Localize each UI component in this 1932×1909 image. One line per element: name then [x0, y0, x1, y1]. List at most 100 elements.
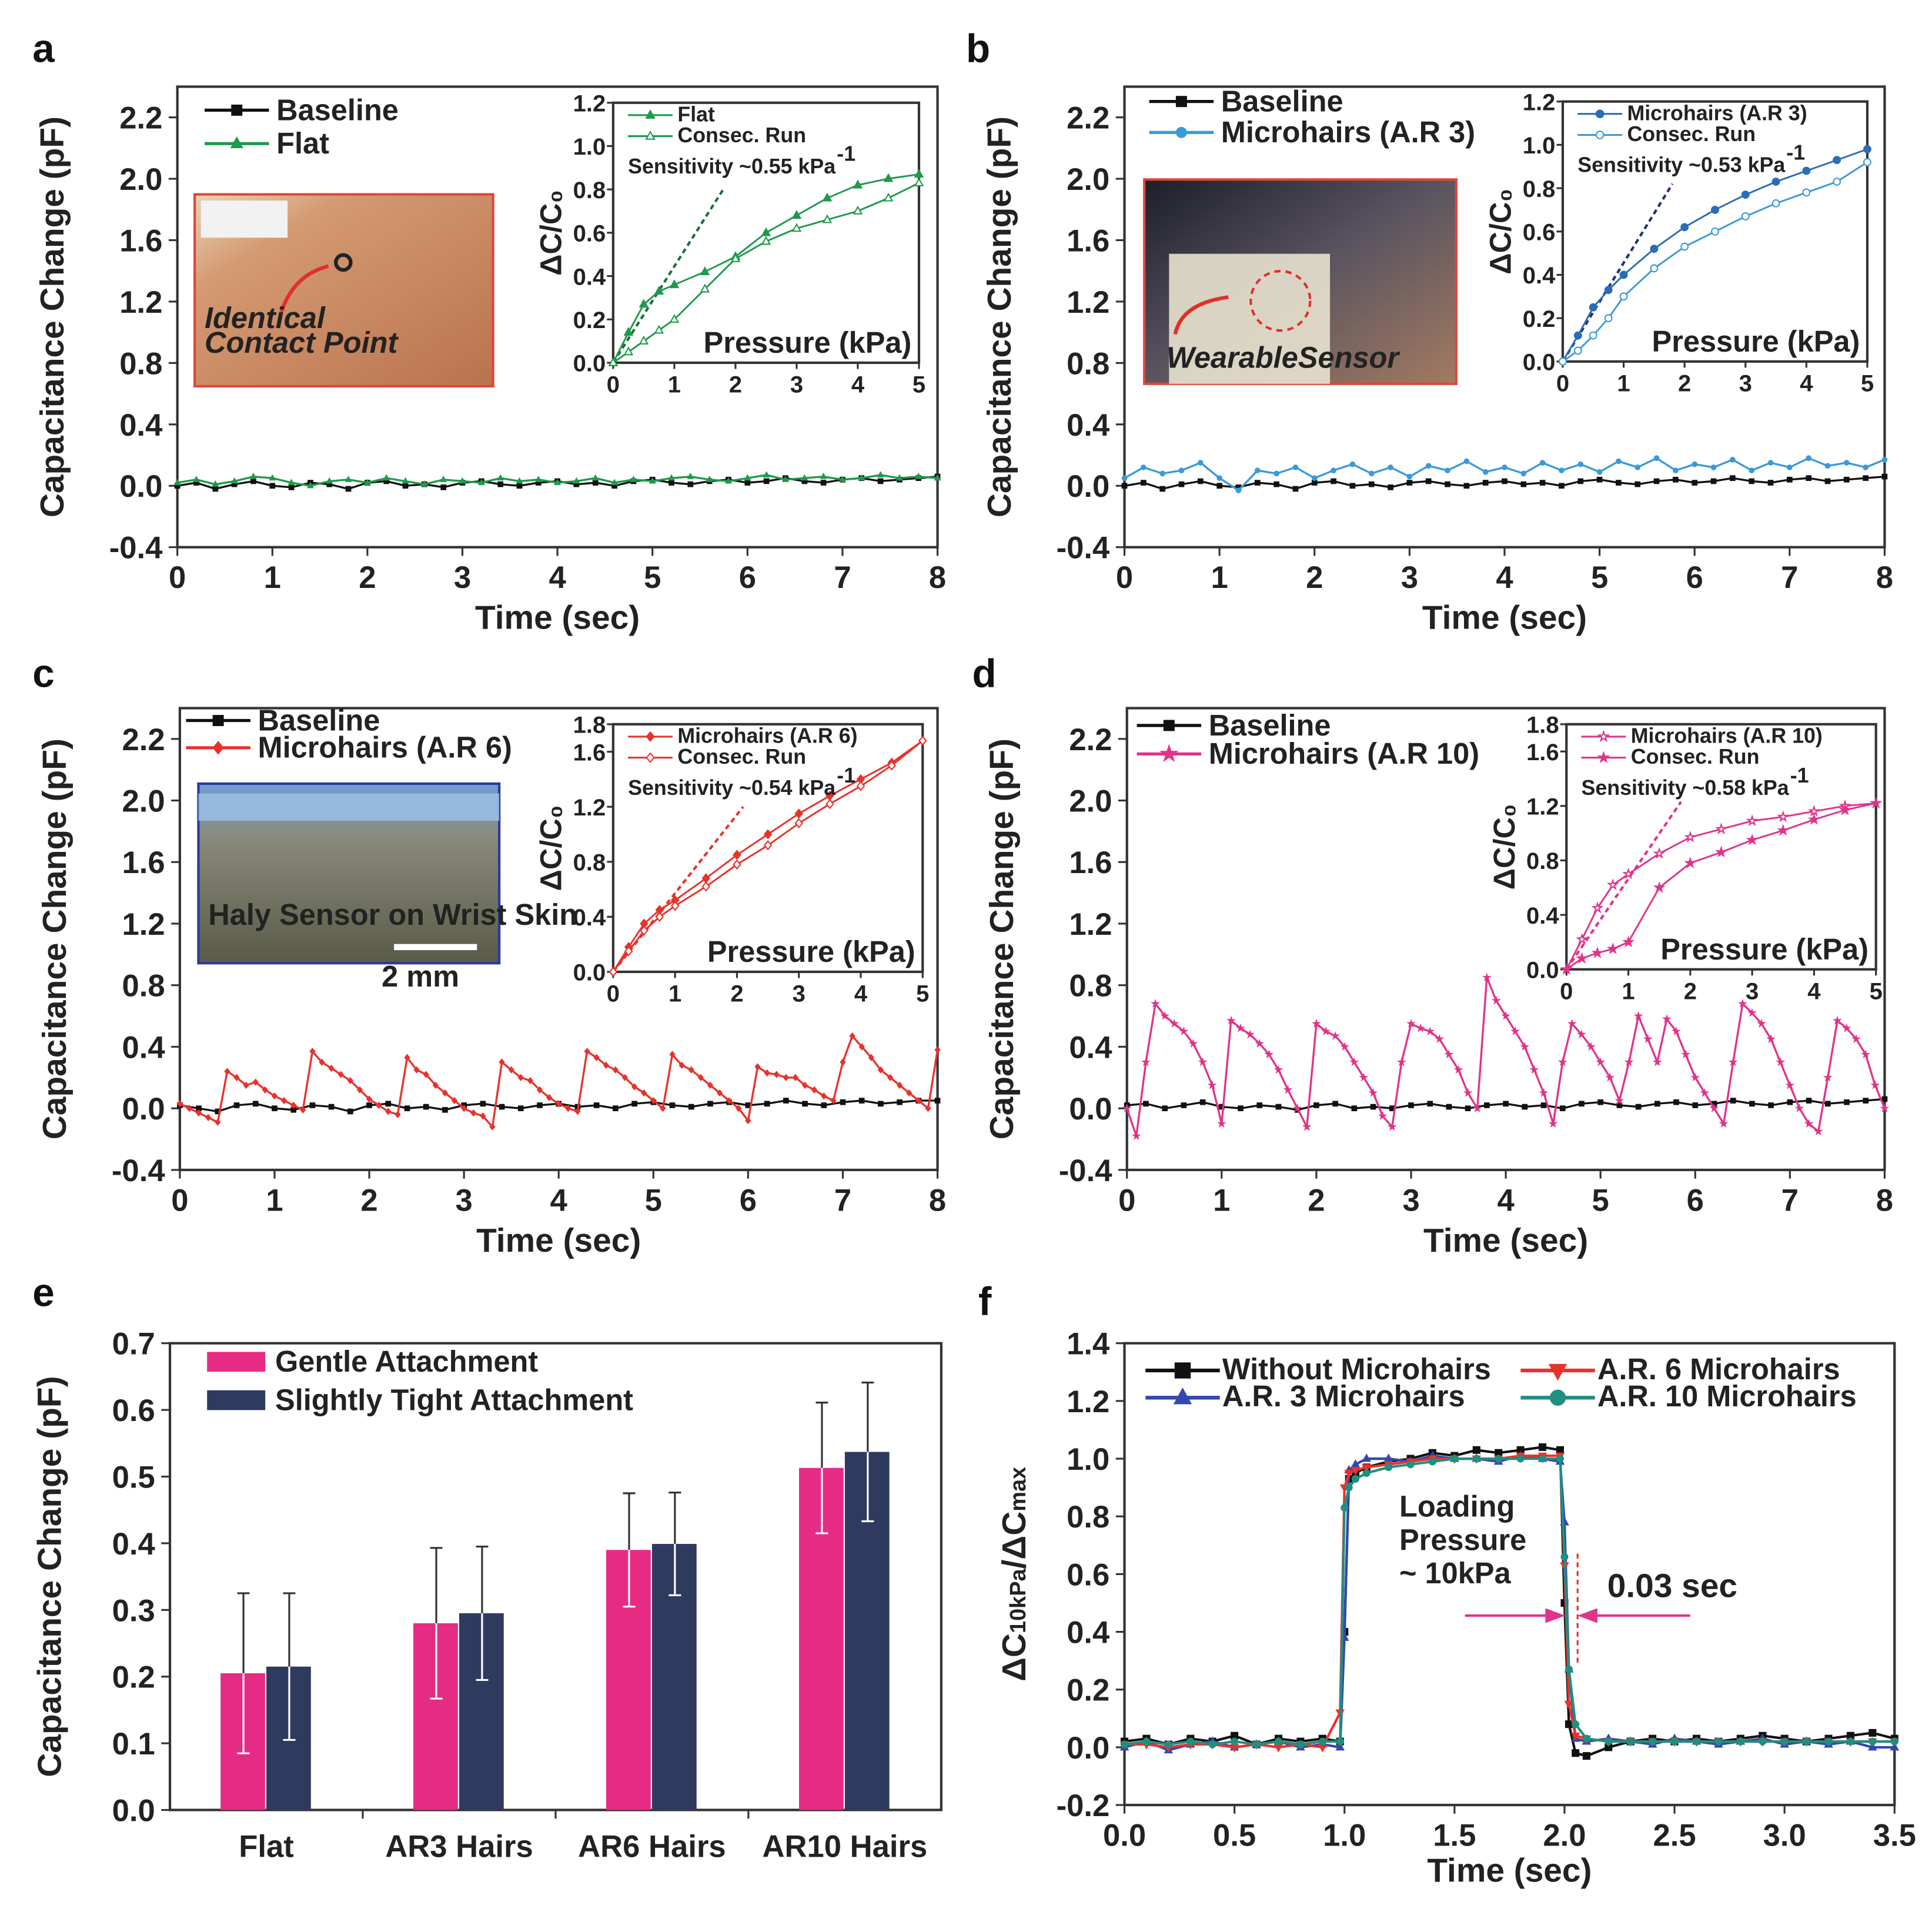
x-tick-label: 7	[834, 560, 851, 595]
triangle-marker	[853, 205, 863, 215]
triangle-marker	[645, 130, 656, 140]
diamond-marker	[736, 1104, 742, 1112]
square-marker	[1472, 1446, 1480, 1454]
circle-marker	[1273, 470, 1279, 477]
star-marker	[1870, 797, 1883, 809]
triangle-marker	[791, 223, 802, 232]
x-axis-title: Time (sec)	[1427, 1853, 1592, 1890]
y-tick-label: 0.5	[112, 1460, 155, 1495]
square-marker	[1579, 1101, 1585, 1107]
star-marker	[1577, 1029, 1586, 1039]
y-tick-label: 0.4	[573, 264, 606, 290]
diamond-marker	[821, 1092, 827, 1100]
circle-marker	[1175, 126, 1187, 138]
circle-marker	[1649, 1737, 1657, 1746]
inset-frame	[1565, 723, 1877, 971]
star-marker	[1766, 1034, 1776, 1044]
y-tick-label: 0.2	[112, 1660, 155, 1695]
star-marker	[1425, 1026, 1435, 1035]
square-marker	[820, 480, 827, 486]
series-a-r-10-microhairs	[1121, 1455, 1898, 1748]
y-tick-label: 1.2	[1069, 907, 1112, 942]
sensitivity-fit-line	[1565, 801, 1682, 970]
y-tick-label: 0.4	[1067, 408, 1109, 443]
photo-inset: WearableSensor	[1143, 178, 1458, 385]
y-tick-label: 0.3	[112, 1593, 155, 1628]
circle-marker	[1472, 1455, 1480, 1463]
star-marker	[1548, 1119, 1558, 1128]
circle-marker	[1711, 227, 1719, 236]
diamond-marker	[366, 1095, 373, 1103]
circle-marker	[1549, 1389, 1566, 1406]
star-marker	[1672, 1026, 1681, 1035]
inset-x-axis-title: Pressure (kPa)	[704, 326, 912, 359]
y-tick-label: 1.2	[1526, 794, 1559, 820]
square-marker	[1406, 480, 1413, 486]
x-tick-label: 5	[1592, 1183, 1609, 1218]
inset-y-axis-title: ΔC/C₀	[534, 190, 567, 276]
diamond-marker	[574, 1108, 581, 1115]
diamond-marker	[375, 1101, 382, 1109]
x-tick-label: 5	[1870, 978, 1883, 1004]
legend-label: Slightly Tight Attachment	[275, 1383, 633, 1416]
square-marker	[1749, 1101, 1755, 1107]
legend-label: Flat	[276, 126, 329, 160]
sensitivity-exponent: -1	[837, 764, 855, 787]
square-marker	[250, 478, 256, 484]
square-marker	[1427, 1101, 1433, 1107]
triangle-marker	[516, 477, 523, 484]
legend-item: Baseline	[204, 93, 399, 126]
circle-marker	[1786, 464, 1793, 470]
triangle-marker	[477, 479, 485, 486]
series-baseline	[1121, 473, 1888, 492]
x-tick-label: 0	[1556, 370, 1569, 396]
series-line	[1126, 977, 1886, 1136]
x-tick-label: 3	[1402, 1183, 1419, 1218]
circle-marker	[1780, 1737, 1789, 1746]
diamond-marker	[669, 1051, 676, 1058]
square-marker	[1445, 481, 1450, 487]
diamond-marker	[593, 1054, 600, 1061]
circle-marker	[1142, 1737, 1151, 1746]
y-tick-label: 2.2	[1067, 101, 1109, 136]
triangle-marker	[654, 286, 664, 295]
diamond-marker	[811, 1086, 818, 1094]
triangle-marker	[497, 474, 504, 481]
triangle-marker	[383, 474, 390, 481]
square-marker	[1162, 1105, 1168, 1112]
triangle-marker	[706, 476, 713, 482]
x-tick-label: 2	[1308, 1183, 1325, 1218]
circle-marker	[1634, 464, 1641, 470]
star-marker	[1396, 1057, 1406, 1067]
circle-marker	[1604, 286, 1613, 295]
y-tick-label: 0.0	[573, 351, 606, 377]
square-marker	[1370, 1104, 1376, 1110]
diamond-marker	[641, 1089, 647, 1097]
circle-marker	[1252, 1740, 1261, 1748]
star-marker	[1492, 995, 1501, 1005]
circle-marker	[1208, 1740, 1216, 1748]
diamond-marker	[887, 1074, 894, 1082]
star-marker	[1851, 1034, 1861, 1044]
circle-marker	[1595, 109, 1605, 119]
square-marker	[1673, 476, 1679, 483]
triangle-down-marker	[1548, 1363, 1567, 1381]
x-tick-label: 0	[1118, 1183, 1135, 1218]
inset-legend-label: Microhairs (A.R 10)	[1631, 724, 1823, 747]
x-tick-label: 8	[1876, 560, 1893, 595]
square-marker	[593, 1102, 600, 1108]
square-marker	[1730, 1098, 1736, 1104]
circle-marker	[1178, 467, 1185, 474]
arrow-left-icon	[1577, 1608, 1597, 1623]
triangle-marker	[761, 236, 771, 245]
diamond-marker	[794, 808, 803, 819]
triangle-marker	[345, 476, 352, 482]
diamond-marker	[764, 1069, 770, 1077]
circle-marker	[1626, 1737, 1634, 1746]
diamond-marker	[716, 1089, 723, 1097]
y-tick-label: 0.4	[122, 1030, 165, 1065]
square-marker	[688, 1104, 694, 1110]
y-tick-label: 0.4	[112, 1527, 155, 1562]
triangle-marker	[630, 476, 637, 482]
star-marker	[1453, 1065, 1463, 1074]
